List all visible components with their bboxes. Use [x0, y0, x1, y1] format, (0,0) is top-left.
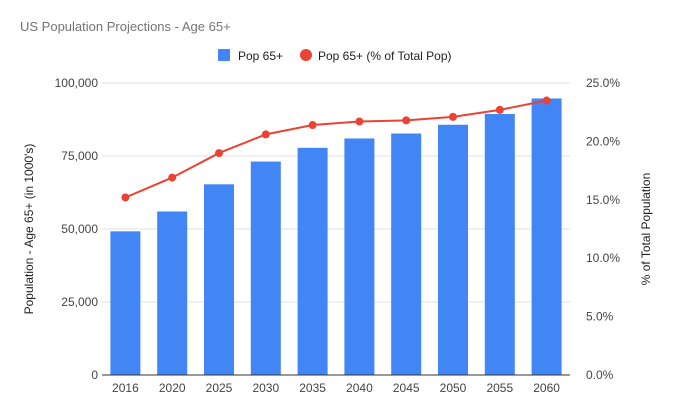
- bar: [391, 133, 422, 375]
- y-left-tick-label: 50,000: [61, 222, 98, 236]
- legend-swatch-line: [300, 49, 312, 61]
- line-point: [261, 130, 270, 139]
- bar: [110, 231, 141, 375]
- line-point: [402, 116, 411, 125]
- legend-swatch-bar: [218, 49, 230, 61]
- bar: [157, 211, 188, 375]
- bar: [344, 138, 375, 375]
- y-left-tick-label: 100,000: [55, 76, 99, 90]
- series-line: [125, 99, 547, 199]
- line-point: [121, 193, 130, 202]
- legend: Pop 65+ Pop 65+ (% of Total Pop): [218, 49, 452, 63]
- x-tick-label: 2030: [252, 381, 279, 395]
- line-point: [168, 173, 177, 182]
- y-right-tick-label: 5.0%: [586, 310, 614, 324]
- y-right-axis-title: % of Total Population: [639, 173, 653, 286]
- x-tick-label: 2016: [112, 381, 139, 395]
- bar: [250, 161, 281, 375]
- x-tick-label: 2055: [486, 381, 513, 395]
- line-point: [355, 117, 364, 126]
- line-point: [449, 112, 457, 121]
- y-right-tick-label: 15.0%: [586, 193, 620, 207]
- line-series: [121, 96, 551, 202]
- x-tick-label: 2040: [346, 381, 373, 395]
- y-left-axis-title: Population - Age 65+ (in 1000's): [22, 144, 36, 315]
- bar: [438, 124, 468, 375]
- line-point: [542, 96, 551, 105]
- line-point: [495, 105, 504, 114]
- bar: [297, 147, 328, 375]
- y-right-tick-label: 20.0%: [586, 134, 620, 148]
- chart-title: US Population Projections - Age 65+: [20, 19, 231, 34]
- legend-label: Pop 65+: [238, 49, 283, 63]
- bar-series: [110, 98, 562, 376]
- y-left-tick-label: 25,000: [61, 295, 98, 309]
- y-left-tick-label: 75,000: [61, 149, 98, 163]
- y-right-tick-label: 0.0%: [586, 368, 614, 382]
- x-tick-label: 2045: [393, 381, 420, 395]
- bar: [204, 184, 234, 375]
- y-right-tick-label: 25.0%: [586, 76, 620, 90]
- line-point: [308, 121, 317, 130]
- x-tick-label: 2035: [299, 381, 326, 395]
- line-point: [215, 149, 223, 158]
- axes: 0 25,000 50,000 75,000 100,000 0.0% 5.0% 10.0% 1…: [22, 76, 653, 395]
- x-tick-label: 2050: [440, 381, 467, 395]
- bar: [531, 98, 562, 375]
- y-left-tick-label: 0: [91, 368, 98, 382]
- x-tick-label: 2025: [206, 381, 233, 395]
- bar: [484, 113, 515, 376]
- x-tick-label: 2060: [533, 381, 560, 395]
- x-tick-label: 2020: [159, 381, 186, 395]
- legend-label: Pop 65+ (% of Total Pop): [318, 49, 452, 63]
- y-right-tick-label: 10.0%: [586, 251, 620, 265]
